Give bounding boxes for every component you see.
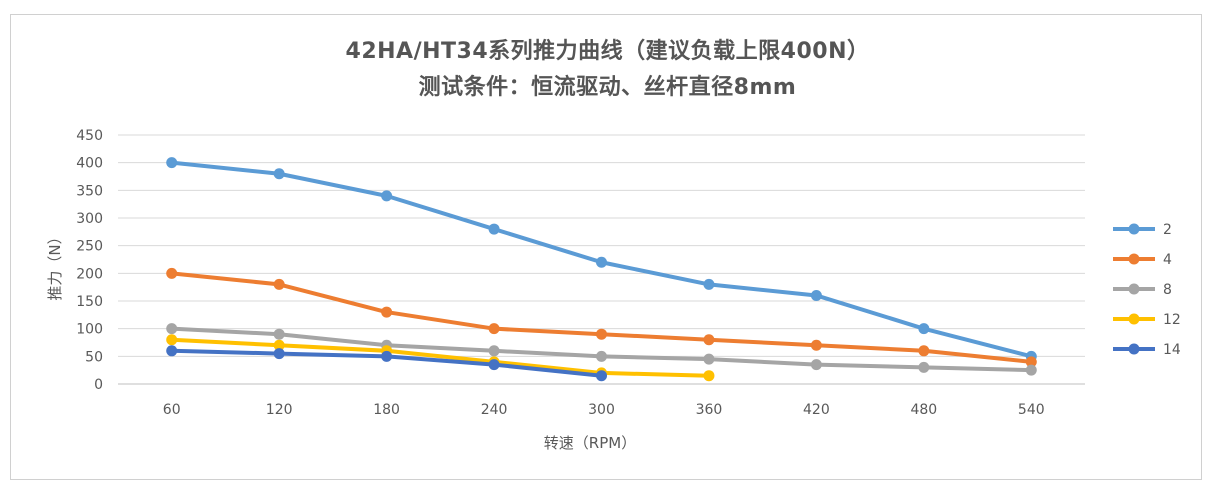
legend-label: 12 — [1163, 312, 1181, 328]
legend-swatch-marker — [1128, 223, 1140, 235]
y-tick-label: 450 — [76, 128, 103, 144]
y-axis-ticks: 0 50 100 150 200 250 300 350 400 450 — [76, 128, 103, 393]
x-axis-label: 转速（RPM） — [544, 434, 636, 452]
y-tick-label: 50 — [85, 349, 103, 365]
x-tick-label: 540 — [1018, 402, 1045, 418]
legend-item: 2 — [1113, 222, 1172, 238]
data-point — [273, 168, 285, 180]
y-tick-label: 100 — [76, 322, 103, 338]
y-axis-label: 推力（N） — [46, 229, 64, 300]
legend-swatch-marker — [1128, 283, 1140, 295]
data-point — [488, 323, 500, 335]
data-point — [166, 323, 178, 335]
data-point — [273, 278, 285, 290]
data-point — [918, 345, 930, 357]
x-tick-label: 420 — [803, 402, 830, 418]
data-point — [488, 223, 500, 235]
data-point — [381, 190, 393, 202]
x-tick-label: 300 — [588, 402, 615, 418]
data-point — [596, 370, 607, 382]
data-point — [810, 289, 822, 301]
x-axis-ticks: 60 120 180 240 300 360 420 480 540 — [163, 402, 1045, 418]
series-14 — [166, 345, 607, 382]
legend-item: 8 — [1113, 282, 1172, 298]
x-tick-label: 360 — [696, 402, 723, 418]
x-tick-label: 180 — [373, 402, 400, 418]
y-tick-label: 350 — [76, 183, 103, 199]
series-line — [169, 337, 711, 378]
data-point — [596, 328, 607, 340]
data-point — [596, 350, 607, 362]
series-2 — [166, 157, 1037, 362]
chart-title: 42HA/HT34系列推力曲线（建议负载上限400N） — [345, 39, 870, 64]
data-point — [1025, 356, 1037, 368]
data-point — [166, 157, 178, 169]
data-point — [810, 339, 822, 351]
data-point — [166, 345, 178, 357]
series-line — [169, 271, 1034, 364]
y-tick-label: 400 — [76, 156, 103, 172]
y-tick-label: 300 — [76, 211, 103, 227]
data-point — [488, 359, 500, 371]
series-4 — [166, 267, 1037, 368]
data-point — [703, 353, 715, 365]
legend-swatch-marker — [1128, 343, 1140, 355]
y-tick-label: 0 — [94, 377, 103, 393]
series-8 — [166, 323, 1037, 376]
legend: 2 4 8 12 14 — [1113, 222, 1181, 358]
data-point — [273, 328, 285, 340]
legend-label: 4 — [1163, 252, 1172, 268]
y-tick-label: 150 — [76, 294, 103, 310]
legend-swatch-marker — [1128, 313, 1140, 325]
data-point — [703, 370, 715, 382]
legend-label: 2 — [1163, 222, 1172, 238]
data-point — [810, 359, 822, 371]
legend-item: 12 — [1113, 312, 1181, 328]
data-point — [381, 350, 393, 362]
data-point — [166, 334, 178, 346]
y-tick-label: 250 — [76, 239, 103, 255]
data-point — [488, 345, 500, 357]
data-point — [703, 334, 715, 346]
chart-frame — [10, 14, 1202, 480]
data-point — [1025, 364, 1037, 376]
data-point — [918, 361, 930, 373]
legend-item: 14 — [1113, 342, 1181, 358]
data-point — [273, 348, 285, 360]
x-tick-label: 240 — [481, 402, 508, 418]
data-point — [703, 278, 715, 290]
legend-label: 8 — [1163, 282, 1172, 298]
data-point — [381, 306, 393, 318]
x-tick-label: 120 — [266, 402, 293, 418]
data-point — [918, 323, 930, 335]
data-point — [273, 339, 285, 351]
legend-item: 4 — [1113, 252, 1172, 268]
data-point — [166, 267, 178, 279]
y-tick-label: 200 — [76, 266, 103, 282]
grid-lines — [118, 134, 1085, 385]
x-tick-label: 60 — [163, 402, 181, 418]
legend-label: 14 — [1163, 342, 1181, 358]
data-point — [596, 256, 607, 268]
series-lines — [166, 157, 1037, 382]
chart-subtitle: 测试条件：恒流驱动、丝杆直径8mm — [418, 75, 797, 100]
legend-swatch-marker — [1128, 253, 1140, 265]
x-tick-label: 480 — [910, 402, 937, 418]
